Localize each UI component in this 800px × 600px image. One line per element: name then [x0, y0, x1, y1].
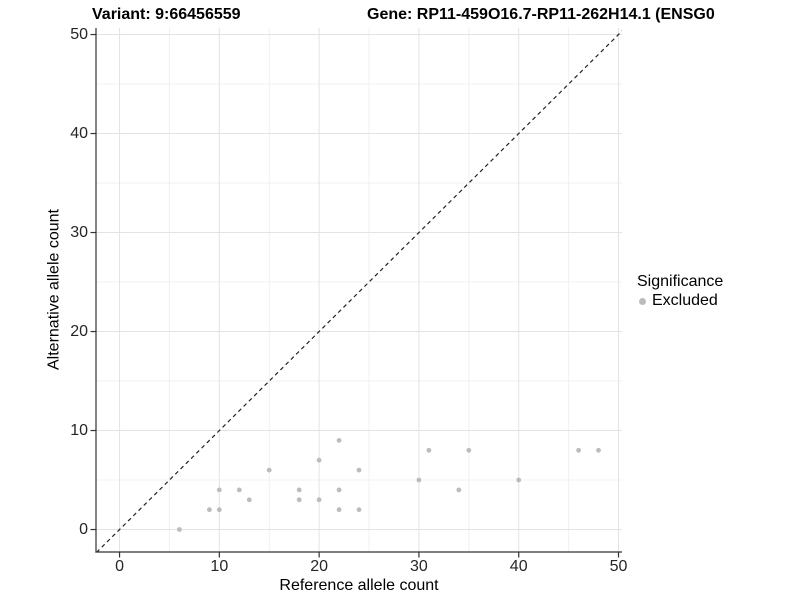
legend-item-label: Excluded [652, 292, 718, 309]
y-axis-title: Alternative allele count [45, 209, 63, 370]
data-point [207, 507, 212, 513]
data-point [246, 497, 252, 503]
legend-item-excluded: Excluded [637, 292, 723, 310]
data-point [236, 487, 242, 493]
gene-title: Gene: RP11-459O16.7-RP11-262H14.1 (ENSG0 [367, 6, 715, 23]
major-gridlines [96, 28, 622, 552]
data-point [336, 438, 342, 443]
data-point [426, 447, 432, 453]
data-point [336, 487, 342, 493]
variant-title: Variant: 9:66456559 [92, 6, 241, 23]
data-point [596, 447, 601, 453]
data-point [177, 527, 182, 532]
plot-panel [96, 28, 622, 552]
data-point [356, 507, 362, 513]
data-point [216, 487, 222, 493]
data-point [266, 467, 272, 473]
data-point [356, 467, 362, 473]
identity-line [96, 30, 622, 552]
excluded-point-icon [639, 297, 646, 305]
data-point [316, 497, 322, 503]
data-point [336, 507, 342, 513]
data-point [216, 507, 222, 513]
data-point [416, 477, 422, 483]
legend-title: Significance [637, 273, 724, 290]
data-point [466, 447, 472, 453]
data-point [576, 447, 581, 453]
axis-ticks [90, 33, 620, 558]
x-axis-title: Reference allele count [279, 577, 439, 594]
data-point [456, 487, 462, 493]
legend: Significance Excluded [637, 272, 723, 310]
data-point [296, 487, 302, 493]
minor-gridlines [96, 28, 622, 552]
data-point [316, 457, 322, 463]
scatter-points [177, 438, 601, 532]
data-point [296, 497, 302, 503]
data-point [516, 477, 522, 483]
